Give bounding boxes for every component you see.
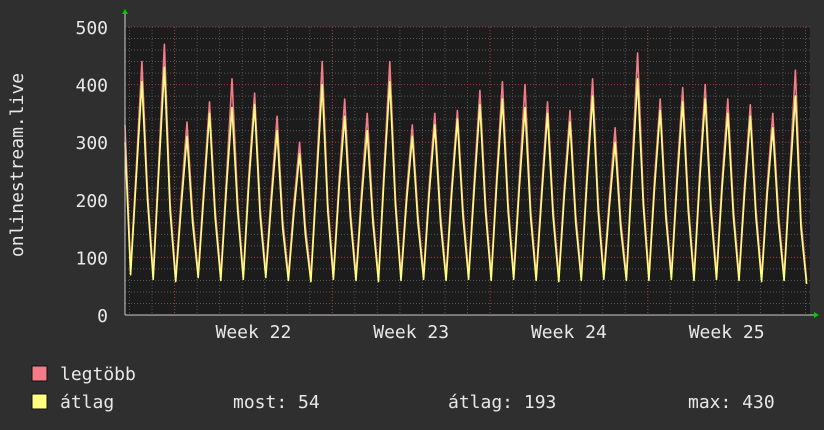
y-tick-label: 400 xyxy=(75,76,108,97)
y-tick-label: 0 xyxy=(97,306,108,327)
x-tick-label: Week 24 xyxy=(531,322,607,343)
y-arrow xyxy=(122,9,128,14)
legend-swatch xyxy=(31,393,48,410)
legend-label: átlag xyxy=(60,392,114,413)
stat: átlag: 193 xyxy=(448,392,556,413)
legend-swatch xyxy=(31,365,48,382)
stat: most: 54 xyxy=(233,392,320,413)
x-tick-label: Week 22 xyxy=(216,322,292,343)
y-tick-label: 500 xyxy=(75,18,108,39)
y-tick-label: 300 xyxy=(75,133,108,154)
x-arrow xyxy=(814,312,819,318)
x-tick-label: Week 23 xyxy=(373,322,449,343)
y-axis-label: onlinestream.live xyxy=(7,73,28,257)
y-tick-label: 100 xyxy=(75,248,108,269)
y-tick-label: 200 xyxy=(75,191,108,212)
series-line xyxy=(124,66,808,284)
x-tick-label: Week 25 xyxy=(689,322,765,343)
lines xyxy=(124,43,808,284)
labels: 0 100 200 300 400 500 Week 22 Week 23 Week 24 Wee… xyxy=(75,18,764,343)
stat: max: 430 xyxy=(688,392,775,413)
legend-label: legtöbb xyxy=(60,364,136,385)
